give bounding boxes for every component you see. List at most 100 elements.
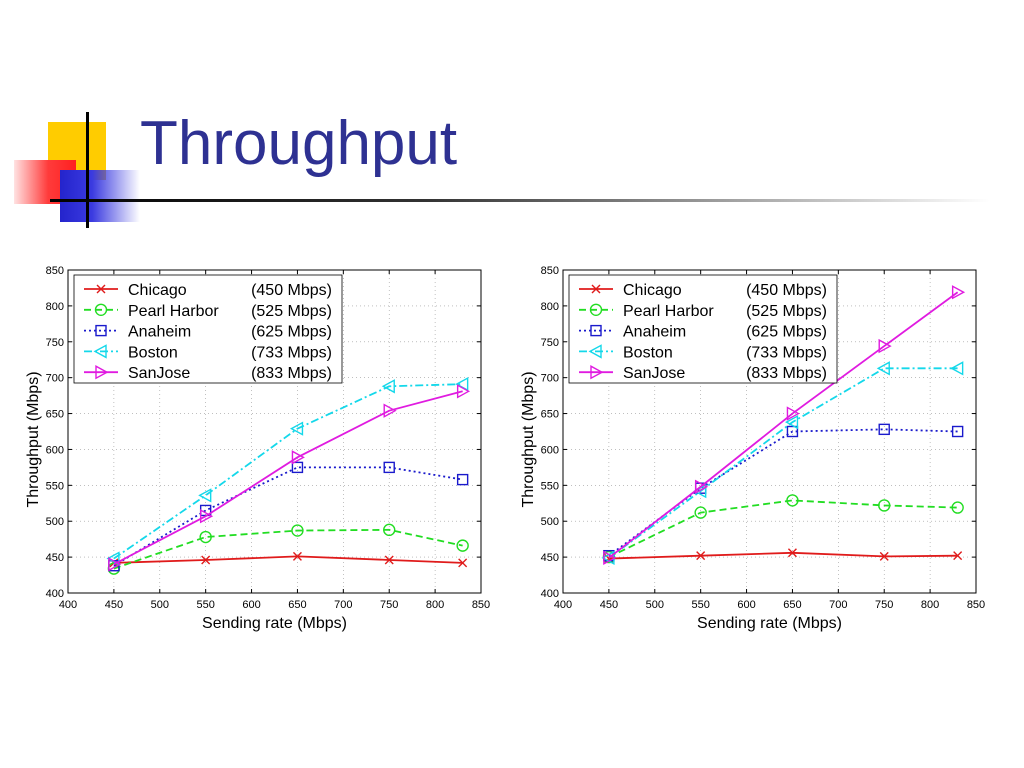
legend-marker-boston bbox=[93, 344, 107, 359]
x-tick-label: 600 bbox=[242, 599, 260, 611]
throughput-chart-right: 400 450 500 550 600 650 700 750 800 850 400 450 500 5… bbox=[520, 265, 985, 632]
y-tick-label: 700 bbox=[541, 373, 559, 385]
series-line-sanjose bbox=[608, 291, 959, 559]
data-point-chicago bbox=[879, 551, 889, 561]
legend-marker-pearl-harbor bbox=[589, 303, 603, 316]
data-point-chicago bbox=[201, 555, 211, 565]
data-point-anaheim bbox=[456, 473, 469, 486]
y-tick-label: 450 bbox=[541, 552, 559, 564]
y-tick-label: 850 bbox=[541, 265, 559, 277]
legend-rate-anaheim: (625 Mbps) bbox=[251, 324, 332, 341]
y-tick-label: 650 bbox=[541, 409, 559, 421]
series-sanjose bbox=[603, 285, 966, 566]
x-tick-label: 550 bbox=[196, 599, 214, 611]
legend-label-pearl-harbor: Pearl Harbor bbox=[128, 303, 219, 320]
data-point-boston bbox=[784, 414, 799, 430]
data-point-sanjose bbox=[603, 550, 617, 566]
legend-label-anaheim: Anaheim bbox=[623, 324, 686, 341]
data-point-pearl-harbor bbox=[694, 506, 707, 519]
legend-rate-sanjose: (833 Mbps) bbox=[251, 365, 332, 382]
x-tick-label: 800 bbox=[921, 599, 939, 611]
legend-rate-pearl-harbor: (525 Mbps) bbox=[746, 303, 827, 320]
y-tick-label: 450 bbox=[46, 552, 64, 564]
data-point-boston bbox=[106, 551, 120, 566]
data-point-sanjose bbox=[786, 406, 800, 421]
legend-box bbox=[568, 274, 838, 384]
y-tick-label: 650 bbox=[46, 409, 64, 421]
series-line-boston bbox=[113, 383, 463, 560]
data-point-sanjose bbox=[456, 384, 471, 399]
data-point-chicago bbox=[384, 555, 394, 565]
data-point-pearl-harbor bbox=[199, 530, 212, 544]
x-tick-label: 600 bbox=[737, 599, 755, 611]
y-tick-label: 700 bbox=[46, 373, 64, 385]
data-point-chicago bbox=[787, 548, 797, 558]
data-point-sanjose bbox=[291, 450, 305, 465]
legend-marker-pearl-harbor bbox=[94, 303, 108, 316]
y-tick-label: 750 bbox=[541, 337, 559, 349]
data-point-chicago bbox=[292, 551, 302, 561]
y-axis-label: Throughput (Mbps) bbox=[25, 371, 42, 507]
y-tick-label: 400 bbox=[46, 588, 64, 600]
legend-rate-anaheim: (625 Mbps) bbox=[746, 324, 827, 341]
x-tick-label: 750 bbox=[380, 599, 398, 611]
axes-box bbox=[562, 269, 977, 594]
data-point-sanjose bbox=[878, 338, 892, 354]
x-tick-label: 700 bbox=[334, 599, 352, 611]
legend-label-sanjose: SanJose bbox=[623, 365, 685, 382]
series-pearl-harbor bbox=[602, 494, 964, 564]
y-tick-label: 600 bbox=[46, 444, 64, 456]
y-tick-label: 550 bbox=[541, 480, 559, 492]
x-tick-label: 850 bbox=[472, 599, 490, 611]
legend-rate-boston: (733 Mbps) bbox=[251, 344, 332, 361]
y-axis-label: Throughput (Mbps) bbox=[520, 371, 537, 507]
y-tick-label: 500 bbox=[46, 516, 64, 528]
x-tick-label: 650 bbox=[288, 599, 306, 611]
legend: Chicago (450 Mbps) Pearl Harbor (525 Mbps) A… bbox=[73, 274, 343, 384]
y-tick-label: 550 bbox=[46, 480, 64, 492]
legend-marker-sanjose bbox=[590, 365, 604, 380]
legend-label-boston: Boston bbox=[623, 344, 673, 361]
data-point-pearl-harbor bbox=[878, 499, 891, 512]
x-axis-label: Sending rate (Mbps) bbox=[202, 615, 347, 632]
x-tick-label: 500 bbox=[646, 599, 664, 611]
legend-label-boston: Boston bbox=[128, 344, 178, 361]
x-tick-label: 500 bbox=[151, 599, 169, 611]
legend-marker-anaheim bbox=[95, 324, 107, 337]
legend-box bbox=[73, 274, 343, 384]
y-tick-label: 400 bbox=[541, 588, 559, 600]
data-point-pearl-harbor bbox=[951, 501, 964, 514]
data-point-anaheim bbox=[951, 425, 964, 438]
series-sanjose bbox=[108, 384, 471, 572]
legend-rate-pearl-harbor: (525 Mbps) bbox=[251, 303, 332, 320]
legend-marker-sanjose bbox=[95, 365, 109, 380]
legend-marker-chicago bbox=[96, 284, 106, 294]
data-point-sanjose bbox=[383, 403, 397, 418]
data-point-boston bbox=[289, 421, 304, 436]
x-tick-label: 450 bbox=[600, 599, 618, 611]
data-point-boston bbox=[950, 361, 964, 376]
data-point-anaheim bbox=[878, 423, 890, 436]
data-point-anaheim bbox=[291, 461, 304, 474]
data-point-anaheim bbox=[786, 425, 799, 438]
y-tick-label: 850 bbox=[46, 265, 64, 277]
x-tick-label: 550 bbox=[691, 599, 709, 611]
legend-marker-anaheim bbox=[590, 324, 602, 337]
legend-label-chicago: Chicago bbox=[128, 282, 187, 299]
data-point-chicago bbox=[953, 551, 963, 561]
data-point-boston bbox=[876, 361, 890, 376]
data-point-boston bbox=[381, 379, 395, 394]
y-tick-label: 800 bbox=[46, 301, 64, 313]
legend-rate-boston: (733 Mbps) bbox=[746, 344, 827, 361]
slide-title: Throughput bbox=[140, 109, 458, 178]
series-line-boston bbox=[608, 367, 958, 559]
x-axis-label: Sending rate (Mbps) bbox=[697, 615, 842, 632]
y-tick-label: 600 bbox=[541, 444, 559, 456]
vertical-rule-decoration bbox=[86, 112, 89, 228]
data-point-pearl-harbor bbox=[786, 494, 799, 507]
legend-rate-chicago: (450 Mbps) bbox=[251, 282, 332, 299]
x-tick-label: 850 bbox=[967, 599, 985, 611]
title-underline-decoration bbox=[50, 199, 990, 202]
data-point-pearl-harbor bbox=[291, 524, 304, 537]
x-tick-label: 800 bbox=[426, 599, 444, 611]
